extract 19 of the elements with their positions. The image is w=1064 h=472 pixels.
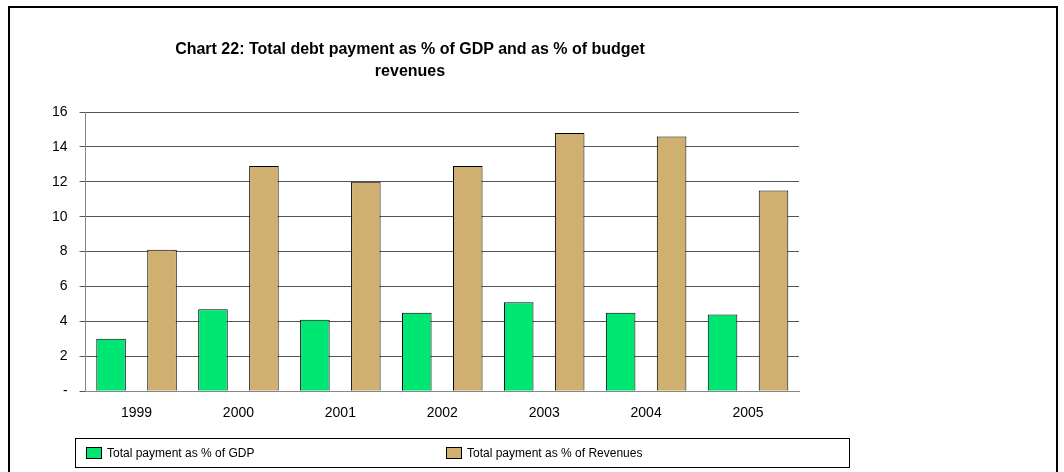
y-tick-label: 6 — [59, 277, 68, 294]
y-tick-label: 16 — [51, 102, 68, 119]
x-tick-label: 1999 — [120, 404, 153, 421]
x-tick-label: 2001 — [324, 404, 357, 421]
legend-label: Total payment as % of GDP — [107, 446, 255, 460]
x-tick-label: 2000 — [222, 404, 255, 421]
legend-label: Total payment as % of Revenues — [467, 446, 643, 460]
chart-title: Chart 22: Total debt payment as % of GDP and as % of budget revenues — [174, 39, 646, 81]
y-tick-label: 4 — [59, 312, 68, 329]
x-tick-label: 2003 — [528, 404, 560, 421]
y-tick-label: 12 — [51, 172, 68, 189]
x-tick-label: 2005 — [732, 404, 764, 421]
y-tick-label: 8 — [59, 242, 68, 259]
y-tick-label: - — [62, 382, 68, 399]
x-tick-label: 2004 — [630, 404, 662, 421]
y-tick-label: 2 — [59, 347, 68, 364]
y-tick-label: 10 — [51, 207, 68, 224]
y-tick-label: 14 — [51, 137, 68, 154]
x-tick-label: 2002 — [426, 404, 459, 421]
